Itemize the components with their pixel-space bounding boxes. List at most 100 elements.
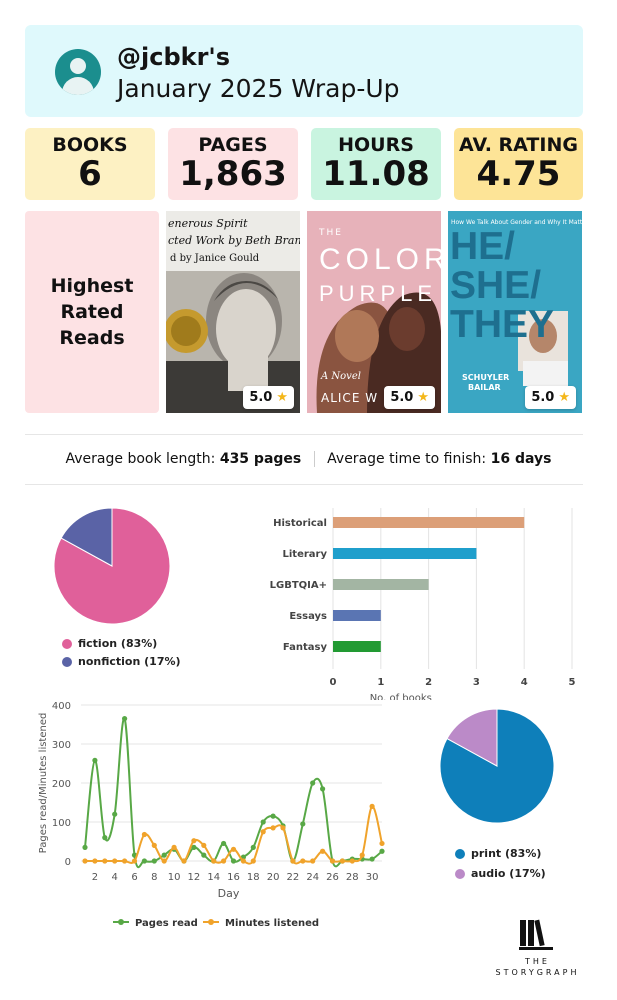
line-point[interactable] bbox=[379, 840, 385, 847]
line-point[interactable] bbox=[329, 858, 336, 864]
book-cover-1[interactable]: enerous Spirit cted Work by Beth Bran d … bbox=[166, 211, 300, 413]
storygraph-logo[interactable]: THE STORYGRAPH bbox=[490, 918, 585, 978]
avg-length-label: Average book length: bbox=[65, 451, 216, 467]
line-point[interactable] bbox=[221, 840, 227, 847]
book-cover-3-author-2: BAILAR bbox=[468, 383, 501, 392]
avg-finish-value: 16 days bbox=[490, 451, 552, 467]
stat-hours-label: HOURS bbox=[338, 134, 414, 156]
username[interactable]: @jcbkr's bbox=[117, 43, 231, 71]
line-point[interactable] bbox=[211, 858, 217, 864]
line-y-axis-label: Pages read/Minutes listened bbox=[38, 713, 49, 854]
book-cover-2-author: ALICE W bbox=[321, 391, 379, 405]
line-point[interactable] bbox=[201, 852, 207, 858]
line-point[interactable] bbox=[92, 858, 98, 864]
line-point[interactable] bbox=[122, 858, 128, 864]
bar-x-tick-label: 4 bbox=[521, 677, 528, 688]
line-point[interactable] bbox=[191, 838, 197, 844]
line-point[interactable] bbox=[310, 780, 316, 786]
line-point[interactable] bbox=[369, 856, 375, 862]
bar-x-tick-label: 0 bbox=[330, 677, 337, 688]
stat-pages-label: PAGES bbox=[198, 134, 268, 156]
legend-label-pages-read: Pages read bbox=[135, 918, 198, 929]
line-point[interactable] bbox=[369, 803, 375, 809]
line-point[interactable] bbox=[151, 858, 157, 864]
line-point[interactable] bbox=[300, 821, 306, 827]
line-series-minutes-listened[interactable] bbox=[85, 805, 383, 865]
line-x-tick-label: 26 bbox=[326, 872, 339, 883]
avatar[interactable] bbox=[55, 49, 101, 95]
line-point[interactable] bbox=[240, 858, 246, 864]
stat-rating-value: 4.75 bbox=[476, 154, 561, 194]
highest-rated-label-box: Highest Rated Reads bbox=[25, 211, 159, 413]
bar-fantasy[interactable] bbox=[333, 641, 381, 652]
line-point[interactable] bbox=[112, 811, 118, 817]
line-series-pages-read[interactable] bbox=[84, 717, 383, 869]
line-point[interactable] bbox=[92, 757, 98, 763]
stat-books: BOOKS 6 bbox=[25, 128, 155, 200]
line-point[interactable] bbox=[102, 835, 108, 841]
line-point[interactable] bbox=[151, 842, 157, 848]
book-cover-3[interactable]: How We Talk About Gender and Why It Matt… bbox=[448, 211, 582, 413]
line-point[interactable] bbox=[230, 858, 237, 864]
line-point[interactable] bbox=[161, 852, 167, 858]
line-point[interactable] bbox=[320, 848, 326, 854]
line-point[interactable] bbox=[379, 848, 385, 854]
bar-historical[interactable] bbox=[333, 517, 525, 528]
book-cover-3-author-1: SCHUYLER bbox=[462, 373, 510, 382]
book-cover-3-title-3: THEY bbox=[450, 303, 555, 346]
print-legend-dot bbox=[455, 848, 465, 859]
line-point[interactable] bbox=[230, 846, 237, 852]
line-point[interactable] bbox=[191, 844, 197, 850]
line-point[interactable] bbox=[270, 825, 276, 831]
book-2-rating-badge: 5.0 ★ bbox=[384, 386, 435, 409]
line-point[interactable] bbox=[359, 852, 365, 858]
line-point[interactable] bbox=[310, 858, 316, 864]
line-x-tick-label: 8 bbox=[151, 872, 157, 883]
book-cover-2-art bbox=[307, 211, 441, 413]
line-point[interactable] bbox=[131, 858, 138, 864]
line-point[interactable] bbox=[280, 825, 286, 831]
line-point[interactable] bbox=[82, 844, 88, 850]
line-point[interactable] bbox=[300, 858, 306, 864]
line-x-tick-label: 18 bbox=[247, 872, 260, 883]
line-point[interactable] bbox=[82, 858, 88, 864]
stat-books-value: 6 bbox=[78, 154, 102, 194]
line-point[interactable] bbox=[339, 858, 345, 864]
line-point[interactable] bbox=[290, 858, 296, 864]
legend-marker-minutes-listened bbox=[208, 919, 214, 925]
line-point[interactable] bbox=[320, 786, 326, 792]
line-point[interactable] bbox=[141, 831, 147, 838]
bar-literary[interactable] bbox=[333, 548, 477, 559]
line-point[interactable] bbox=[260, 829, 266, 835]
line-point[interactable] bbox=[171, 844, 177, 850]
stat-hours-value: 11.08 bbox=[322, 154, 430, 194]
legend-marker-pages-read bbox=[118, 919, 124, 925]
line-point[interactable] bbox=[161, 858, 167, 864]
line-point[interactable] bbox=[221, 858, 227, 864]
book-cover-3-art bbox=[448, 211, 582, 413]
line-point[interactable] bbox=[122, 716, 128, 722]
line-point[interactable] bbox=[201, 842, 207, 848]
line-point[interactable] bbox=[102, 858, 108, 864]
line-point[interactable] bbox=[349, 858, 355, 864]
bar-essays[interactable] bbox=[333, 610, 381, 621]
line-point[interactable] bbox=[181, 858, 187, 864]
line-point[interactable] bbox=[141, 858, 147, 864]
star-icon: ★ bbox=[276, 390, 288, 405]
book-3-rating: 5.0 bbox=[531, 390, 555, 405]
line-x-tick-label: 16 bbox=[227, 872, 240, 883]
line-point[interactable] bbox=[250, 858, 256, 864]
line-point[interactable] bbox=[270, 813, 276, 819]
format-pie-slice-audio[interactable] bbox=[446, 708, 498, 767]
nonfiction-legend-label: nonfiction (17%) bbox=[78, 655, 181, 668]
book-cover-2[interactable]: THE COLOR PURPLE A Novel ALICE W 5.0 ★ bbox=[307, 211, 441, 413]
line-point[interactable] bbox=[250, 844, 256, 850]
fiction-pie-slice-nonfiction[interactable] bbox=[60, 507, 113, 567]
stat-pages: PAGES 1,863 bbox=[168, 128, 298, 200]
audio-legend-item: audio (17%) bbox=[455, 867, 546, 880]
book-2-rating: 5.0 bbox=[390, 390, 414, 405]
line-point[interactable] bbox=[260, 819, 266, 825]
line-point[interactable] bbox=[112, 858, 118, 864]
bar-lgbtqia[interactable] bbox=[333, 579, 429, 590]
